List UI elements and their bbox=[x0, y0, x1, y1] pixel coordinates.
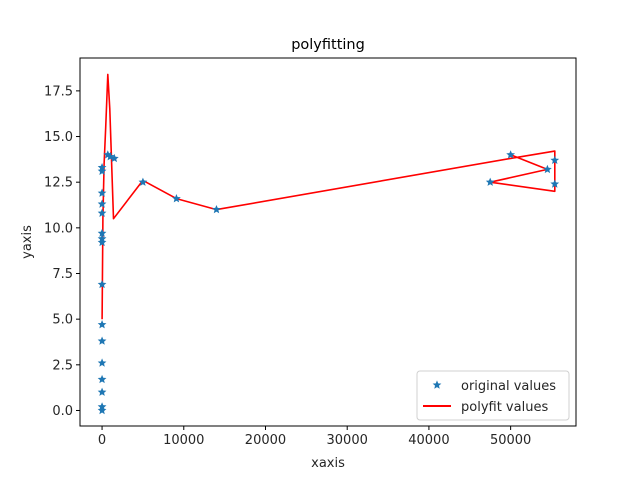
star-marker-icon bbox=[97, 237, 107, 247]
x-tick-label: 0 bbox=[98, 433, 106, 448]
x-tick-label: 50000 bbox=[490, 433, 531, 448]
x-tick-label: 30000 bbox=[327, 433, 368, 448]
star-marker-icon bbox=[97, 336, 107, 345]
y-axis-ticks: 0.0 2.5 5.0 7.5 10.0 12.5 15.0 17.5 bbox=[44, 84, 80, 419]
star-marker-icon bbox=[97, 234, 107, 243]
y-tick-label: 5.0 bbox=[52, 313, 73, 328]
y-axis-label: yaxis bbox=[20, 225, 35, 259]
legend-box bbox=[416, 370, 570, 421]
star-marker-icon bbox=[432, 380, 442, 389]
x-tick-label: 20000 bbox=[245, 433, 286, 448]
star-marker-icon bbox=[138, 177, 148, 186]
star-marker-icon bbox=[109, 153, 119, 163]
x-tick-label: 40000 bbox=[408, 433, 449, 448]
star-marker-icon bbox=[97, 387, 107, 396]
star-marker-icon bbox=[97, 199, 107, 208]
star-marker-icon bbox=[543, 164, 552, 174]
star-marker-icon bbox=[97, 188, 107, 197]
x-tick-label: 10000 bbox=[163, 433, 204, 448]
star-marker-icon bbox=[97, 166, 107, 175]
star-marker-icon bbox=[172, 194, 181, 203]
legend: original values polyfit values bbox=[416, 370, 570, 421]
star-marker-icon bbox=[485, 177, 495, 186]
y-tick-label: 10.0 bbox=[44, 221, 73, 236]
star-marker-icon bbox=[550, 155, 560, 164]
series-layer bbox=[97, 73, 560, 415]
y-tick-label: 7.5 bbox=[52, 267, 73, 282]
legend-item-original-values: original values bbox=[432, 379, 556, 394]
plot-area bbox=[79, 57, 577, 427]
star-marker-icon bbox=[97, 208, 107, 217]
star-marker-icon bbox=[550, 179, 560, 188]
y-tick-label: 12.5 bbox=[44, 176, 73, 191]
star-marker-icon bbox=[97, 374, 107, 384]
svg-text:original values: original values bbox=[461, 379, 556, 394]
y-tick-label: 2.5 bbox=[52, 358, 73, 373]
legend-item-polyfit-values: polyfit values bbox=[423, 400, 548, 415]
star-marker-icon bbox=[97, 358, 107, 367]
y-tick-label: 0.0 bbox=[52, 404, 73, 419]
star-marker-icon bbox=[212, 204, 221, 214]
star-marker-icon bbox=[97, 405, 107, 415]
x-axis-ticks: 0 10000 20000 30000 40000 50000 bbox=[98, 426, 531, 448]
x-axis-label: xaxis bbox=[311, 456, 345, 471]
original-values-markers bbox=[97, 150, 560, 415]
polyfit-line bbox=[101, 73, 556, 320]
y-tick-label: 17.5 bbox=[44, 84, 73, 99]
star-marker-icon bbox=[97, 402, 107, 411]
y-tick-label: 15.0 bbox=[44, 130, 73, 145]
star-marker-icon bbox=[97, 320, 107, 329]
svg-text:polyfit values: polyfit values bbox=[461, 400, 548, 415]
star-marker-icon bbox=[97, 279, 107, 289]
chart-title: polyfitting bbox=[291, 37, 365, 53]
star-marker-icon bbox=[97, 162, 107, 172]
star-marker-icon bbox=[97, 228, 107, 238]
star-marker-icon bbox=[506, 150, 515, 159]
